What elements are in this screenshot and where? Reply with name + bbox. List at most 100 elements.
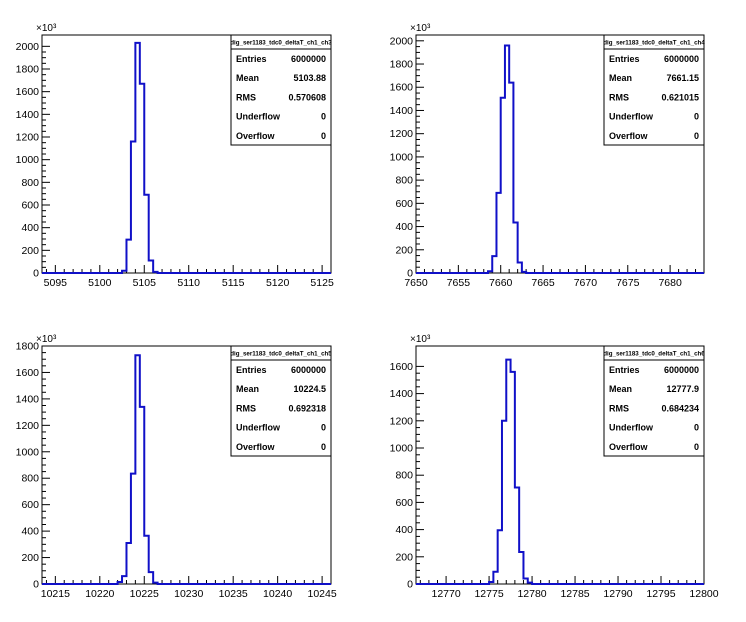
y-tick-label: 200 [21, 552, 39, 564]
histogram-bin [502, 421, 506, 584]
histogram-bin [498, 530, 502, 584]
y-tick-label: 1200 [16, 420, 40, 432]
histogram-bin [153, 272, 157, 273]
x-tick-label: 7660 [489, 277, 513, 289]
stats-label: Entries [609, 54, 640, 64]
y-tick-label: 800 [395, 175, 413, 187]
stats-label: RMS [236, 92, 256, 102]
stats-label: Underflow [236, 112, 281, 122]
histogram-panel-3: 0 200 400 600 800 1000 1200 1400 1600 1800 10215 10… [16, 334, 337, 600]
x-tick-label: 12780 [517, 588, 546, 600]
y-tick-label: 1000 [390, 443, 414, 455]
stats-box-frame [230, 345, 332, 457]
histogram-bin [519, 552, 523, 584]
stats-box-title: dig_ser1183_tdc0_deltaT_ch1_ch6 [603, 351, 705, 358]
x-tick-label: 10240 [263, 588, 292, 600]
histogram-bin [149, 261, 153, 273]
histogram-panel-2: 0 200 400 600 800 1000 1200 1400 1600 1800 2000 765… [390, 23, 706, 289]
stats-box-title: dig_ser1183_tdc0_deltaT_ch1_ch4 [603, 40, 705, 47]
x-tick-label: 7655 [447, 277, 471, 289]
stats-box: dig_ser1183_tdc0_deltaT_ch1_ch3 Entries 60… [230, 34, 332, 146]
x-tick-label: 5105 [133, 277, 157, 289]
histogram-bin [528, 583, 532, 584]
stats-label: Entries [609, 365, 640, 375]
x-tick-label: 7650 [404, 277, 428, 289]
histogram-bin [126, 543, 130, 584]
y-tick-label: 600 [395, 198, 413, 210]
y-tick-label: 0 [33, 268, 39, 280]
x-tick-label: 10235 [219, 588, 248, 600]
stats-value: 0.570608 [288, 92, 326, 102]
y-tick-label: 1800 [390, 59, 414, 71]
histogram-bin [489, 582, 493, 584]
stats-label: Underflow [609, 423, 654, 433]
stats-label: Overflow [609, 131, 649, 141]
histogram-line [42, 41, 331, 274]
stats-value: 6000000 [291, 54, 326, 64]
y-tick-label: 800 [21, 177, 39, 189]
stats-box: dig_ser1183_tdc0_deltaT_ch1_ch4 Entries 60… [603, 34, 705, 146]
stats-label: Underflow [609, 112, 654, 122]
y-exponent-label: ×10³ [36, 334, 57, 345]
x-tick-label: 10230 [174, 588, 203, 600]
y-tick-label: 0 [33, 579, 39, 591]
stats-value: 0 [321, 442, 326, 452]
histogram-bin [122, 271, 126, 273]
stats-value: 0 [694, 423, 699, 433]
y-tick-label: 600 [21, 499, 39, 511]
stats-box: dig_ser1183_tdc0_deltaT_ch1_ch5 Entries 60… [230, 345, 332, 457]
histogram-panel-4: 0 200 400 600 800 1000 1200 1400 1600 12770 12775 1… [390, 334, 719, 600]
histogram-bin [140, 84, 144, 273]
y-tick-label: 400 [21, 222, 39, 234]
y-tick-label: 0 [407, 579, 413, 591]
y-tick-label: 200 [21, 245, 39, 257]
histogram-bin [126, 240, 130, 273]
stats-label: RMS [609, 92, 629, 102]
histogram-bin [122, 576, 126, 584]
y-exponent-label: ×10³ [36, 23, 57, 34]
y-tick-label: 1400 [390, 105, 414, 117]
x-tick-label: 12770 [431, 588, 460, 600]
x-tick-label: 5100 [88, 277, 112, 289]
stats-value: 0 [321, 112, 326, 122]
x-tick-label: 7665 [531, 277, 555, 289]
stats-value: 6000000 [291, 365, 326, 375]
stats-label: Entries [236, 365, 267, 375]
y-tick-label: 0 [407, 268, 413, 280]
histogram-bin [131, 474, 135, 584]
stats-box-title: dig_ser1183_tdc0_deltaT_ch1_ch3 [230, 40, 332, 47]
y-tick-label: 600 [395, 497, 413, 509]
x-tick-label: 12785 [560, 588, 589, 600]
y-tick-label: 400 [395, 221, 413, 233]
histogram-bin [506, 360, 510, 584]
stats-label: Overflow [236, 131, 276, 141]
histogram-line [416, 358, 704, 585]
histogram-bin [488, 271, 492, 273]
histogram-bin [505, 45, 509, 273]
histogram-bin [518, 263, 522, 273]
x-tick-label: 5095 [44, 277, 68, 289]
x-tick-label: 12795 [646, 588, 675, 600]
stats-value: 10224.5 [293, 384, 326, 394]
x-tick-label: 7670 [574, 277, 598, 289]
x-tick-label: 5115 [222, 277, 245, 289]
y-tick-label: 1600 [390, 361, 414, 373]
y-tick-label: 400 [395, 524, 413, 536]
histogram-bin [135, 355, 139, 584]
x-tick-label: 7680 [658, 277, 682, 289]
x-tick-label: 10245 [308, 588, 337, 600]
histogram-line [416, 44, 704, 274]
x-tick-label: 12800 [689, 588, 718, 600]
histogram-bin [144, 536, 148, 584]
stats-label: Mean [609, 73, 632, 83]
y-tick-label: 200 [395, 551, 413, 563]
y-tick-label: 1400 [16, 393, 40, 405]
y-tick-label: 1000 [16, 154, 40, 166]
histogram-bin [493, 572, 497, 584]
stats-label: Overflow [609, 442, 649, 452]
y-tick-label: 1000 [16, 446, 40, 458]
x-tick-label: 10220 [85, 588, 114, 600]
x-tick-label: 5125 [310, 277, 334, 289]
histogram-bin [140, 407, 144, 584]
stats-value: 0 [321, 423, 326, 433]
